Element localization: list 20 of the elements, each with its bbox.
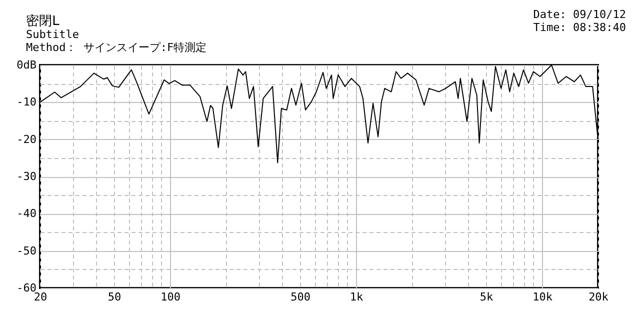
y-tick-label: -60 [16,282,36,294]
y-tick-label: -10 [16,96,36,109]
y-tick-label: 0dB [16,58,37,72]
chart-title: 密閉L [26,14,60,29]
chart-subtitle: Subtitle [26,28,79,41]
x-tick-label: 20k [588,290,609,304]
x-tick-label: 50 [108,290,122,304]
text: Date: 09/10/12 [533,8,626,21]
x-tick-label: 1k [350,290,364,304]
x-tick-label: 10k [532,290,553,304]
x-tick-label: 20 [34,290,48,304]
text: Time: 08:38:40 [533,21,626,34]
x-tick-label: 100 [160,290,180,304]
x-tick-label: 5k [480,290,494,304]
y-tick-label: -50 [16,244,36,258]
y-tick-label: -30 [16,170,36,183]
y-tick-label: -20 [16,132,36,146]
x-tick-label: 500 [290,290,310,304]
text: Method： サインスイープ:F特測定 [26,41,207,54]
y-tick-label: -40 [16,207,36,220]
